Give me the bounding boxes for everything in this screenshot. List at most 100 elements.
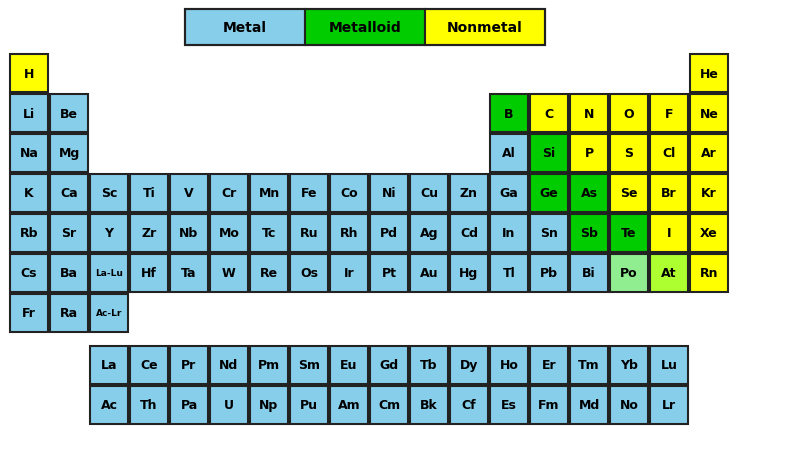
Bar <box>490 214 528 252</box>
Text: Li: Li <box>23 107 35 120</box>
Text: Ce: Ce <box>140 359 158 372</box>
Bar <box>690 255 728 292</box>
Bar <box>690 175 728 213</box>
Bar <box>10 214 48 252</box>
Bar <box>570 255 608 292</box>
Text: Sn: Sn <box>540 227 558 240</box>
Text: U: U <box>224 399 234 412</box>
Bar <box>410 255 448 292</box>
Bar <box>570 95 608 133</box>
Bar <box>610 175 648 213</box>
Text: Yb: Yb <box>620 359 638 372</box>
Text: Pu: Pu <box>300 399 318 412</box>
Bar <box>490 135 528 173</box>
Text: No: No <box>619 399 638 412</box>
Bar <box>130 255 168 292</box>
Text: Sm: Sm <box>298 359 320 372</box>
Text: Re: Re <box>260 267 278 280</box>
Text: Eu: Eu <box>340 359 358 372</box>
Bar <box>170 175 208 213</box>
Bar <box>570 175 608 213</box>
Text: Fr: Fr <box>22 307 36 320</box>
Text: Kr: Kr <box>701 187 717 200</box>
Text: Sr: Sr <box>62 227 77 240</box>
Bar <box>570 386 608 424</box>
Text: Zr: Zr <box>142 227 157 240</box>
Text: Tc: Tc <box>262 227 276 240</box>
Bar <box>290 386 328 424</box>
Text: S: S <box>625 147 634 160</box>
Bar <box>650 386 688 424</box>
Bar <box>210 346 248 384</box>
Bar <box>370 255 408 292</box>
Text: Cd: Cd <box>460 227 478 240</box>
Text: Sb: Sb <box>580 227 598 240</box>
Text: Tl: Tl <box>502 267 515 280</box>
Bar <box>490 255 528 292</box>
Bar <box>330 386 368 424</box>
Bar <box>450 175 488 213</box>
Text: Br: Br <box>661 187 677 200</box>
Bar <box>250 386 288 424</box>
Bar <box>690 214 728 252</box>
Bar <box>50 214 88 252</box>
Text: Tb: Tb <box>420 359 438 372</box>
Bar <box>330 255 368 292</box>
Bar <box>330 175 368 213</box>
Text: At: At <box>662 267 677 280</box>
Text: Ba: Ba <box>60 267 78 280</box>
Text: Ti: Ti <box>142 187 155 200</box>
Bar <box>610 214 648 252</box>
Bar <box>290 175 328 213</box>
Bar <box>570 346 608 384</box>
Text: W: W <box>222 267 236 280</box>
Text: Ca: Ca <box>60 187 78 200</box>
Text: Pm: Pm <box>258 359 280 372</box>
Bar <box>610 346 648 384</box>
Bar <box>170 214 208 252</box>
Text: Cf: Cf <box>462 399 476 412</box>
Bar <box>690 55 728 93</box>
Text: Md: Md <box>578 399 600 412</box>
Text: Ar: Ar <box>701 147 717 160</box>
Text: K: K <box>24 187 34 200</box>
Bar <box>250 175 288 213</box>
Text: Pb: Pb <box>540 267 558 280</box>
Bar <box>90 175 128 213</box>
Text: Xe: Xe <box>700 227 718 240</box>
Bar <box>250 214 288 252</box>
Text: Nonmetal: Nonmetal <box>447 21 523 35</box>
Bar <box>610 386 648 424</box>
Text: Dy: Dy <box>460 359 478 372</box>
Text: Rh: Rh <box>340 227 358 240</box>
Bar <box>10 255 48 292</box>
Bar <box>530 214 568 252</box>
Text: Mn: Mn <box>258 187 280 200</box>
Bar <box>170 386 208 424</box>
Text: Cl: Cl <box>662 147 676 160</box>
Text: Co: Co <box>340 187 358 200</box>
Bar <box>490 346 528 384</box>
Text: Cu: Cu <box>420 187 438 200</box>
Text: Na: Na <box>19 147 38 160</box>
Text: Pt: Pt <box>382 267 397 280</box>
Text: Metal: Metal <box>223 21 267 35</box>
Bar <box>370 346 408 384</box>
Bar <box>410 175 448 213</box>
Text: Am: Am <box>338 399 360 412</box>
Text: Bk: Bk <box>420 399 438 412</box>
Bar <box>10 294 48 332</box>
Bar <box>210 214 248 252</box>
Bar <box>50 294 88 332</box>
Text: Gd: Gd <box>379 359 398 372</box>
Text: Ra: Ra <box>60 307 78 320</box>
Bar <box>50 135 88 173</box>
Bar <box>570 135 608 173</box>
Text: Mg: Mg <box>58 147 80 160</box>
Text: Se: Se <box>620 187 638 200</box>
Bar <box>210 255 248 292</box>
Text: Cr: Cr <box>222 187 237 200</box>
Text: Ac: Ac <box>101 399 118 412</box>
Bar <box>10 135 48 173</box>
Text: Al: Al <box>502 147 516 160</box>
